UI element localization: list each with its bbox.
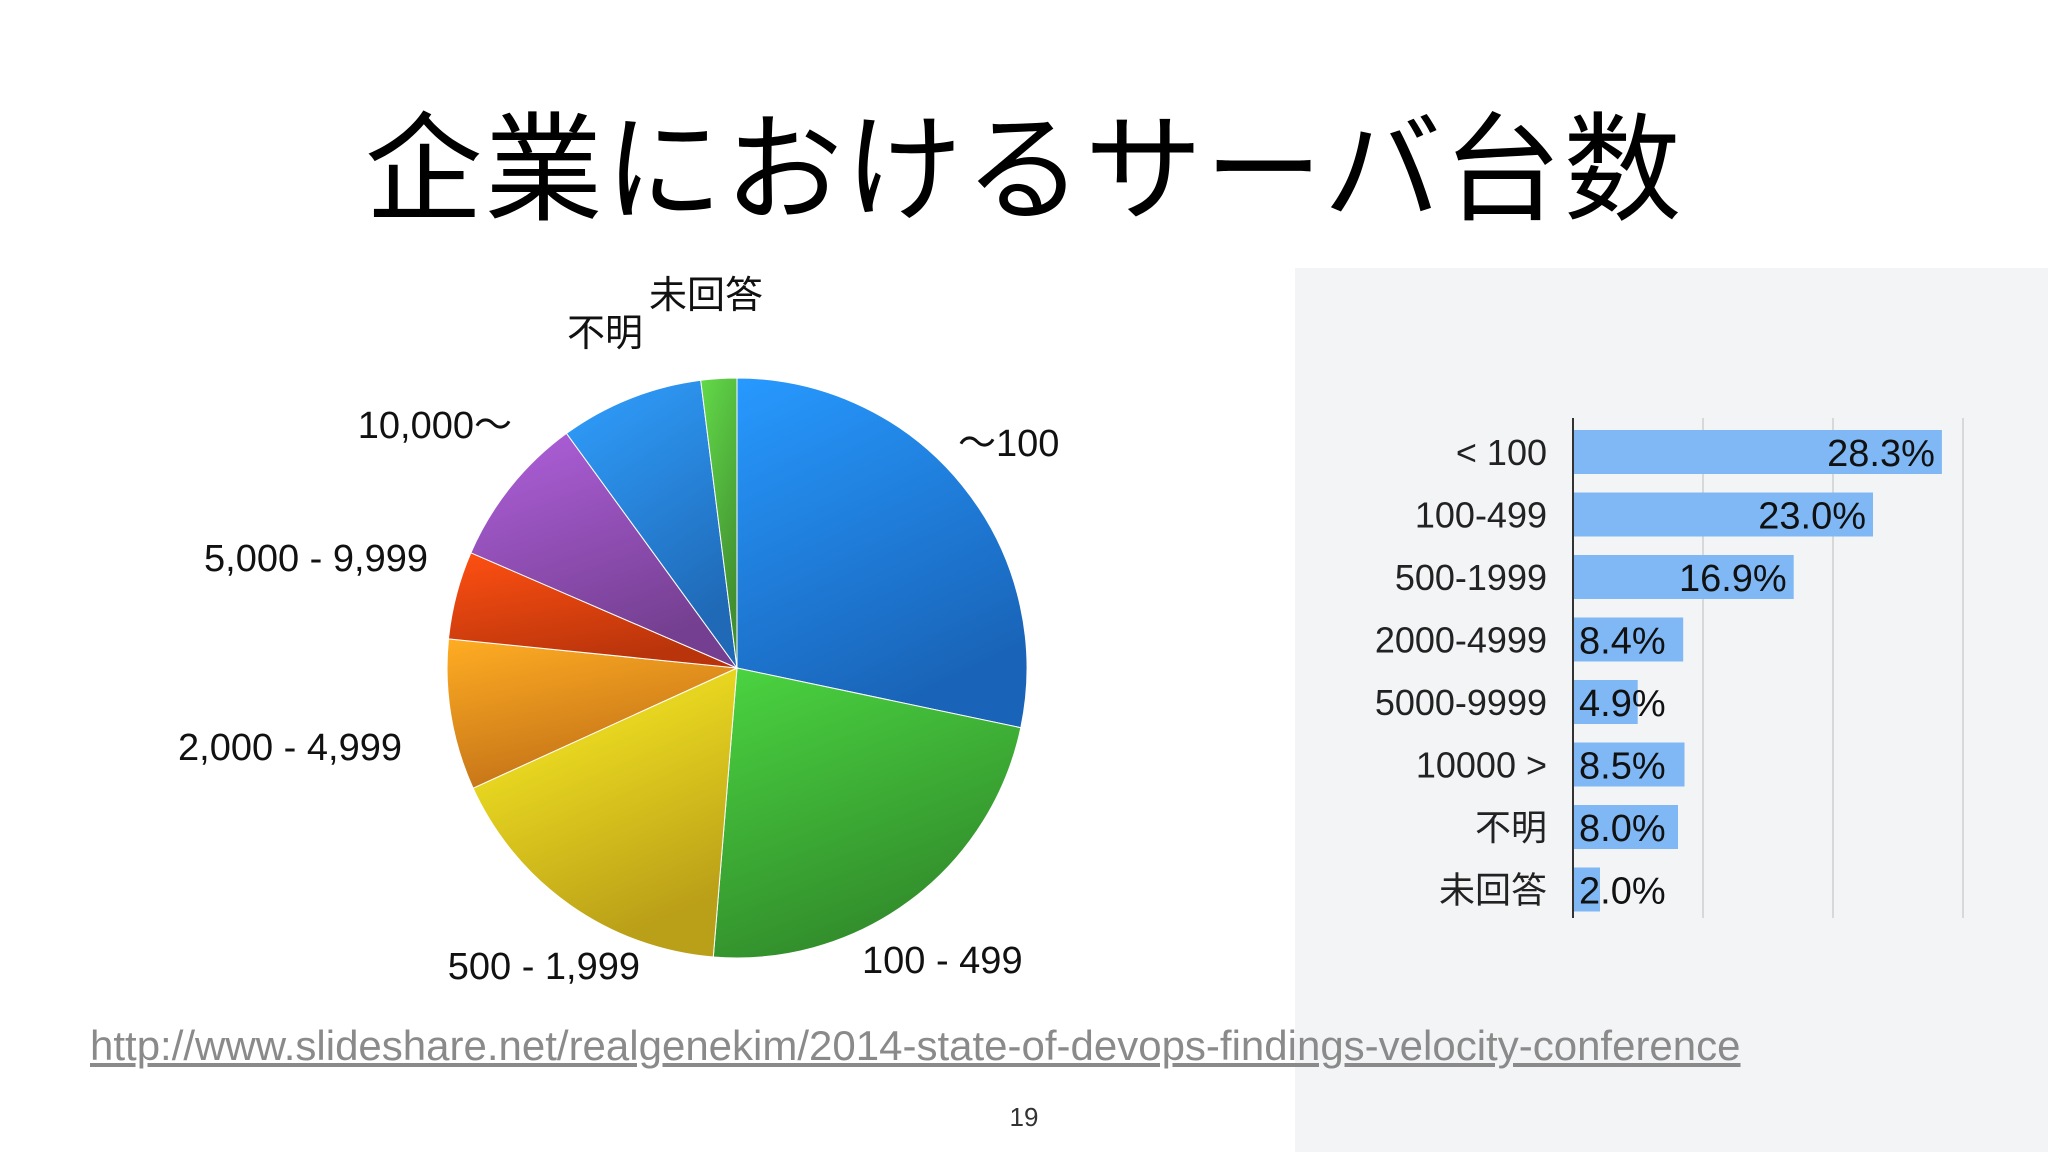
bar-chart-panel	[1295, 268, 2048, 1152]
bar-value-label-4: 4.9%	[1579, 683, 1666, 725]
bar-value-label-7: 2.0%	[1579, 871, 1666, 913]
bar-3	[1574, 617, 1684, 662]
bar-category-1: 100-499	[1415, 495, 1547, 536]
pie-label-7: 未回答	[649, 275, 763, 317]
pie-slice-1	[712, 667, 1022, 959]
pie-label-0: ～100	[958, 423, 1059, 465]
pie-label-3: 2,000 - 4,999	[178, 727, 402, 769]
pie-slice-2	[472, 667, 738, 958]
pie-slice-3	[446, 638, 739, 789]
pie-slice-0	[736, 377, 1028, 729]
pie-chart	[446, 377, 1028, 959]
bar-value-label-6: 8.0%	[1579, 808, 1666, 850]
pie-label-1: 100 - 499	[862, 940, 1023, 982]
pie-label-2: 500 - 1,999	[448, 946, 640, 988]
pie-slice-7	[700, 377, 738, 669]
pie-labels: ～100 100 - 499 500 - 1,999 2,000 - 4,999 5,0…	[178, 275, 1059, 988]
bar-4	[1574, 680, 1638, 724]
bar-category-4: 5000-9999	[1375, 682, 1547, 723]
bar-chart: < 100 28.3% 100-499 23.0% 500-1999 16.9% 2000-…	[1375, 418, 1964, 918]
bar-7	[1574, 867, 1600, 912]
pie-slice-5	[470, 432, 739, 670]
pie-label-4: 5,000 - 9,999	[204, 538, 428, 580]
bar-5	[1574, 742, 1685, 787]
source-link[interactable]: http://www.slideshare.net/realgenekim/20…	[90, 1022, 1741, 1069]
pie-label-5: 10,000～	[358, 405, 512, 447]
bar-value-label-1: 23.0%	[1758, 496, 1866, 538]
bar-category-0: < 100	[1456, 432, 1547, 473]
bar-value-label-5: 8.5%	[1579, 746, 1666, 788]
slide-title: 企業におけるサーバ台数	[364, 101, 1684, 239]
pie-label-6: 不明	[567, 313, 643, 355]
bar-category-6: 不明	[1475, 807, 1547, 848]
bar-6	[1574, 805, 1678, 849]
bar-value-label-3: 8.4%	[1579, 621, 1666, 663]
bar-1	[1574, 492, 1873, 537]
bar-value-label-0: 28.3%	[1827, 433, 1935, 475]
bar-category-3: 2000-4999	[1375, 620, 1547, 661]
pie-slice-6	[565, 379, 738, 669]
bar-category-7: 未回答	[1439, 870, 1547, 911]
bar-0	[1574, 430, 1942, 474]
bar-value-label-2: 16.9%	[1679, 558, 1787, 600]
bar-category-5: 10000 >	[1416, 745, 1547, 786]
page-number: 19	[1009, 1102, 1039, 1132]
bar-category-2: 500-1999	[1395, 557, 1547, 598]
bar-2	[1574, 555, 1794, 599]
